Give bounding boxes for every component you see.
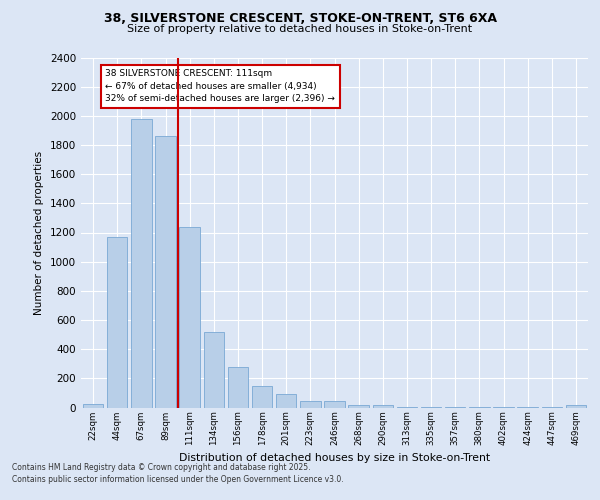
Text: 38, SILVERSTONE CRESCENT, STOKE-ON-TRENT, ST6 6XA: 38, SILVERSTONE CRESCENT, STOKE-ON-TRENT… <box>104 12 497 26</box>
Text: Contains public sector information licensed under the Open Government Licence v3: Contains public sector information licen… <box>12 475 344 484</box>
Bar <box>566 406 586 407</box>
Bar <box>373 406 393 407</box>
Bar <box>131 118 152 408</box>
Y-axis label: Number of detached properties: Number of detached properties <box>34 150 44 314</box>
Bar <box>252 386 272 407</box>
Bar <box>300 401 320 407</box>
Bar <box>469 407 490 408</box>
Bar <box>349 404 369 407</box>
Bar <box>445 407 466 408</box>
Bar <box>155 136 176 407</box>
Bar <box>83 404 103 407</box>
Text: Contains HM Land Registry data © Crown copyright and database right 2025.: Contains HM Land Registry data © Crown c… <box>12 462 311 471</box>
Bar <box>324 401 345 407</box>
Bar <box>179 226 200 408</box>
X-axis label: Distribution of detached houses by size in Stoke-on-Trent: Distribution of detached houses by size … <box>179 454 490 464</box>
Bar <box>276 394 296 407</box>
Bar <box>421 407 442 408</box>
Bar <box>227 368 248 408</box>
Text: Size of property relative to detached houses in Stoke-on-Trent: Size of property relative to detached ho… <box>127 24 473 34</box>
Bar <box>203 332 224 407</box>
Bar <box>107 237 127 408</box>
Bar <box>397 407 417 408</box>
Text: 38 SILVERSTONE CRESCENT: 111sqm
← 67% of detached houses are smaller (4,934)
32%: 38 SILVERSTONE CRESCENT: 111sqm ← 67% of… <box>105 69 335 103</box>
